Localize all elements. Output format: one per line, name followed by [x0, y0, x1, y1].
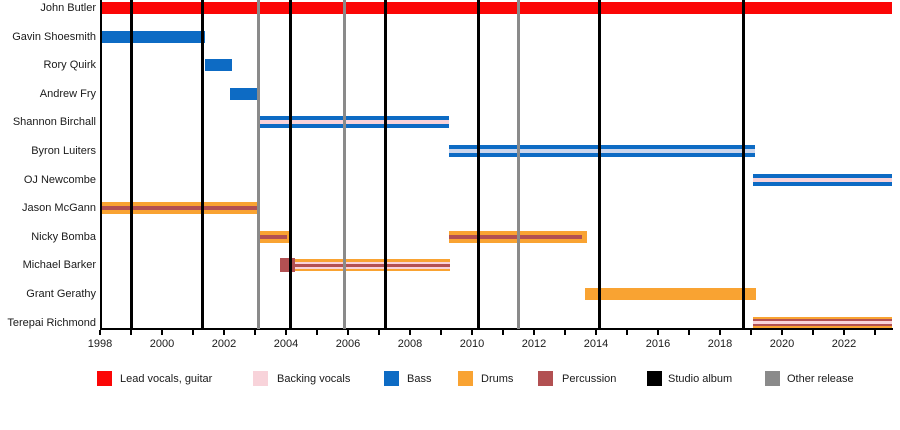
timeline-bar-percussion: [100, 206, 259, 211]
year-tick: [161, 330, 163, 335]
year-label: 2020: [769, 338, 795, 350]
timeline-bar-percussion: [449, 234, 582, 239]
legend-label: Other release: [787, 373, 854, 385]
legend-swatch-percussion: [538, 371, 553, 386]
timeline-bar-backing-vocals: [449, 149, 755, 153]
row-label: Michael Barker: [22, 259, 96, 272]
other-release-line: [343, 0, 347, 329]
timeline-bar-bass: [100, 30, 206, 43]
row-label: Terepai Richmond: [7, 316, 96, 329]
year-tick: [750, 330, 752, 335]
studio-album-line: [383, 0, 387, 329]
timeline-bar-backing-vocals: [258, 120, 450, 125]
row-label: Nicky Bomba: [31, 230, 96, 243]
studio-album-line: [741, 0, 745, 329]
studio-album-line: [476, 0, 480, 329]
year-label: 2012: [521, 338, 547, 350]
timeline-bar-bass: [230, 87, 259, 100]
year-tick: [285, 330, 287, 335]
y-axis-line: [100, 0, 102, 329]
year-label: 2004: [273, 338, 299, 350]
studio-album-line: [289, 0, 293, 329]
year-tick: [657, 330, 659, 335]
timeline-bar-bass: [205, 59, 232, 72]
studio-album-line: [200, 0, 204, 329]
year-label: 1998: [87, 338, 113, 350]
legend-label: Lead vocals, guitar: [120, 373, 213, 385]
year-tick: [874, 330, 876, 335]
legend-label: Backing vocals: [277, 373, 351, 385]
timeline-bar-percussion: [256, 234, 288, 239]
other-release-line: [517, 0, 520, 329]
row-label: OJ Newcombe: [23, 173, 96, 186]
year-tick: [812, 330, 814, 335]
year-label: 2010: [459, 338, 485, 350]
year-tick: [781, 330, 783, 335]
year-tick: [719, 330, 721, 335]
row-label: John Butler: [40, 2, 96, 14]
row-label: Shannon Birchall: [12, 116, 96, 129]
row-label: Rory Quirk: [43, 59, 96, 72]
legend-swatch-lead-vocals-guitar: [97, 371, 112, 386]
legend-swatch-bass: [384, 371, 399, 386]
year-label: 2008: [397, 338, 423, 350]
year-tick: [595, 330, 597, 335]
year-tick: [626, 330, 628, 335]
year-label: 2000: [149, 338, 175, 350]
year-label: 2002: [211, 338, 237, 350]
year-tick: [254, 330, 256, 335]
studio-album-line: [129, 0, 133, 329]
year-tick: [688, 330, 690, 335]
timeline-bar-percussion: [295, 263, 451, 267]
row-label: Gavin Shoesmith: [12, 30, 96, 43]
year-tick: [471, 330, 473, 335]
year-tick: [130, 330, 132, 335]
year-label: 2016: [645, 338, 671, 350]
other-release-line: [256, 0, 260, 329]
legend-swatch-studio-album: [647, 371, 662, 386]
timeline-bar-backing-vocals: [753, 177, 893, 182]
year-tick: [378, 330, 380, 335]
row-label: Andrew Fry: [39, 87, 96, 100]
timeline-bar-backing-vocals: [753, 321, 893, 325]
year-tick: [223, 330, 225, 335]
year-tick: [440, 330, 442, 335]
year-tick: [99, 330, 101, 335]
timeline-bar-lead-vocals-guitar: [100, 2, 893, 14]
x-axis-line: [100, 328, 893, 330]
legend-swatch-drums: [458, 371, 473, 386]
year-label: 2006: [335, 338, 361, 350]
legend-label: Drums: [481, 373, 514, 385]
row-label: Byron Luiters: [31, 145, 96, 157]
legend-label: Studio album: [668, 373, 733, 385]
legend-label: Percussion: [562, 373, 617, 385]
year-tick: [192, 330, 194, 335]
year-label: 2022: [831, 338, 857, 350]
legend-swatch-backing-vocals: [253, 371, 268, 386]
year-label: 2018: [707, 338, 733, 350]
year-tick: [843, 330, 845, 335]
year-tick: [533, 330, 535, 335]
year-tick: [347, 330, 349, 335]
legend-label: Bass: [407, 373, 432, 385]
year-tick: [316, 330, 318, 335]
row-label: Jason McGann: [22, 202, 96, 215]
timeline-bar-drums: [585, 288, 756, 300]
row-label: Grant Gerathy: [26, 288, 96, 300]
legend-swatch-other-release: [765, 371, 780, 386]
year-tick: [502, 330, 504, 335]
year-tick: [564, 330, 566, 335]
year-label: 2014: [583, 338, 609, 350]
studio-album-line: [597, 0, 601, 329]
year-tick: [409, 330, 411, 335]
timeline-bar-percussion: [279, 258, 296, 273]
